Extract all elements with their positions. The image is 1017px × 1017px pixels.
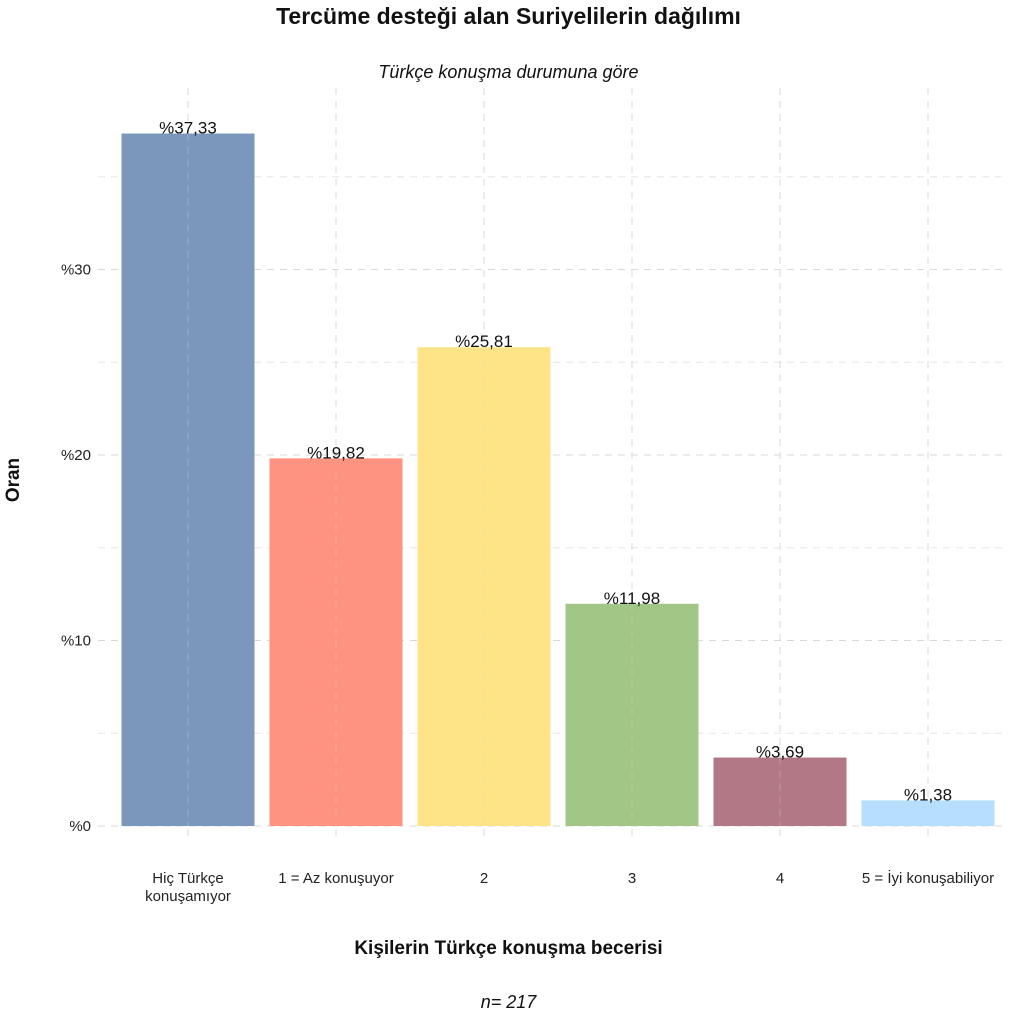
y-tick-label: %10 bbox=[61, 633, 91, 650]
data-label: %25,81 bbox=[455, 332, 513, 351]
bar bbox=[713, 757, 847, 826]
data-label: %37,33 bbox=[159, 119, 217, 138]
x-tick-label: Hiç Türkçe konuşamıyor bbox=[145, 870, 231, 905]
bar bbox=[121, 133, 255, 826]
x-tick-label: 4 bbox=[776, 870, 784, 887]
x-axis-label: Kişilerin Türkçe konuşma becerisi bbox=[354, 938, 663, 959]
data-label: %19,82 bbox=[307, 443, 365, 462]
grid-overlay bbox=[187, 133, 929, 826]
chart-subtitle: Türkçe konuşma durumuna göre bbox=[378, 62, 639, 82]
data-label: %1,38 bbox=[904, 785, 952, 804]
bar bbox=[861, 800, 995, 826]
bars bbox=[121, 133, 995, 826]
bar bbox=[417, 347, 551, 826]
data-label: %11,98 bbox=[604, 589, 660, 608]
data-label: %3,69 bbox=[756, 743, 804, 762]
y-tick-label: %20 bbox=[61, 447, 91, 464]
y-tick-label: %0 bbox=[69, 818, 91, 835]
x-tick-label: 3 bbox=[628, 870, 636, 887]
x-tick-label: 2 bbox=[480, 870, 488, 887]
bar bbox=[565, 603, 699, 826]
chart-title: Tercüme desteği alan Suriyelilerin dağıl… bbox=[276, 3, 741, 29]
y-tick-label: %30 bbox=[61, 262, 91, 279]
bar bbox=[269, 458, 403, 826]
sample-size-caption: n= 217 bbox=[480, 992, 537, 1012]
x-tick-label: 1 = Az konuşuyor bbox=[278, 870, 394, 887]
x-tick-label: 5 = İyi konuşabiliyor bbox=[862, 869, 994, 887]
